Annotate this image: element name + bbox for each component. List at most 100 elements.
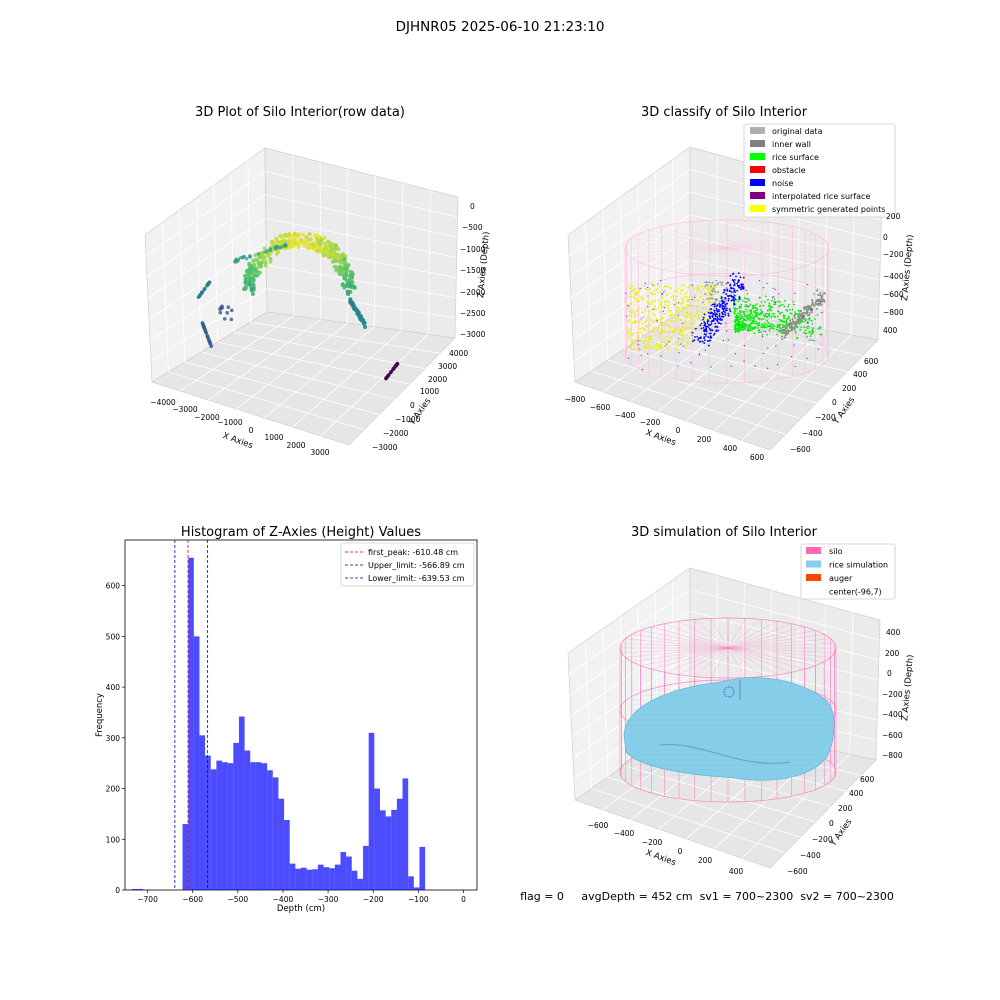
inner-wall-point bbox=[782, 331, 785, 334]
histogram-x-tick-label: −500 bbox=[228, 895, 249, 904]
simulation-legend-box bbox=[800, 543, 896, 600]
noise-point bbox=[724, 311, 726, 314]
noise-point bbox=[727, 339, 730, 341]
noise-point bbox=[660, 355, 662, 357]
classify-z-tick: −800 bbox=[883, 308, 904, 317]
classify-silo-spoke bbox=[638, 247, 728, 263]
rice-surface-point bbox=[750, 318, 752, 320]
symmetric-point bbox=[627, 339, 629, 342]
symmetric-point bbox=[654, 330, 657, 333]
rice-surface-point bbox=[751, 307, 754, 310]
noise-point bbox=[711, 303, 714, 306]
raw-point bbox=[268, 259, 273, 264]
rice-surface-point bbox=[743, 310, 746, 313]
symmetric-point bbox=[670, 319, 673, 322]
grid-line bbox=[161, 222, 169, 373]
simulation-silo-spoke bbox=[727, 647, 778, 675]
raw-point bbox=[343, 262, 348, 267]
noise-point bbox=[732, 293, 735, 295]
symmetric-point bbox=[657, 326, 660, 329]
noise-point bbox=[775, 345, 777, 347]
noise-point bbox=[714, 317, 717, 320]
symmetric-point bbox=[704, 298, 707, 301]
histogram-y-tick-label: 100 bbox=[106, 835, 121, 844]
symmetric-point bbox=[667, 285, 670, 288]
classify-z-tick: −400 bbox=[883, 272, 904, 281]
symmetric-point bbox=[675, 302, 678, 305]
symmetric-point bbox=[684, 320, 687, 323]
rice-surface-shadow bbox=[659, 743, 791, 764]
histogram-bar bbox=[295, 868, 301, 890]
classify-legend-label: obstacle bbox=[772, 166, 806, 175]
symmetric-point bbox=[664, 289, 666, 292]
rice-surface-point bbox=[788, 315, 790, 318]
inner-wall-point bbox=[818, 304, 821, 307]
noise-point bbox=[714, 315, 717, 318]
rice-surface-point bbox=[788, 309, 791, 311]
classify-silo-spoke bbox=[631, 247, 728, 258]
histogram-bar bbox=[317, 864, 324, 890]
symmetric-point bbox=[638, 288, 641, 291]
rice-surface-point bbox=[782, 315, 785, 318]
rice-surface-point bbox=[774, 303, 777, 306]
symmetric-point bbox=[659, 334, 662, 337]
symmetric-point bbox=[667, 329, 670, 332]
noise-point bbox=[720, 319, 723, 322]
symmetric-point bbox=[707, 309, 710, 312]
rice-surface-point bbox=[736, 308, 739, 310]
noise-point bbox=[741, 287, 744, 290]
rice-surface-point bbox=[760, 309, 762, 311]
simulation-silo-wireframe bbox=[619, 617, 837, 803]
noise-point bbox=[747, 306, 750, 308]
inner-wall-point bbox=[820, 303, 823, 306]
symmetric-point bbox=[680, 298, 683, 300]
raw-point bbox=[255, 257, 260, 262]
noise-point bbox=[772, 287, 774, 290]
symmetric-point bbox=[628, 328, 630, 331]
raw-point bbox=[348, 297, 353, 302]
noise-point bbox=[720, 296, 723, 299]
symmetric-point bbox=[678, 341, 681, 343]
classify-z-tick: −600 bbox=[883, 290, 904, 299]
symmetric-point bbox=[675, 305, 678, 308]
symmetric-point bbox=[691, 316, 693, 318]
noise-point bbox=[727, 299, 730, 302]
noise-point bbox=[716, 304, 719, 307]
symmetric-point bbox=[640, 328, 642, 330]
noise-point bbox=[663, 291, 665, 293]
rice-surface-point bbox=[744, 305, 747, 308]
rice-surface-point bbox=[743, 297, 746, 300]
symmetric-point bbox=[674, 315, 677, 318]
symmetric-point bbox=[672, 294, 675, 297]
raw-point bbox=[229, 308, 234, 313]
rice-surface-point bbox=[768, 315, 771, 318]
raw-point bbox=[357, 313, 362, 318]
symmetric-point bbox=[634, 319, 636, 322]
rice-surface-point bbox=[749, 313, 752, 316]
symmetric-point bbox=[663, 324, 666, 327]
rice-surface-point bbox=[779, 327, 782, 330]
symmetric-point bbox=[639, 296, 642, 298]
grid-line bbox=[591, 370, 786, 435]
histogram-bar bbox=[284, 820, 290, 890]
raw-point bbox=[258, 264, 263, 269]
noise-point bbox=[821, 311, 823, 314]
symmetric-point bbox=[674, 299, 677, 302]
noise-point bbox=[694, 336, 696, 338]
simulation-rice-surface bbox=[623, 677, 835, 781]
symmetric-point bbox=[681, 309, 683, 312]
symmetric-point bbox=[644, 309, 647, 312]
raw-point bbox=[253, 253, 258, 258]
symmetric-point bbox=[650, 292, 653, 295]
symmetric-point bbox=[664, 304, 667, 307]
symmetric-point bbox=[630, 332, 633, 335]
grid-line bbox=[264, 326, 375, 419]
noise-point bbox=[717, 322, 720, 325]
rice-surface-point bbox=[806, 327, 809, 330]
raw-point bbox=[307, 237, 312, 242]
raw-point bbox=[332, 249, 337, 254]
symmetric-point bbox=[667, 348, 670, 350]
raw-x-tick: −1000 bbox=[217, 418, 243, 427]
rice-surface-point bbox=[756, 308, 759, 311]
symmetric-point bbox=[685, 317, 688, 319]
